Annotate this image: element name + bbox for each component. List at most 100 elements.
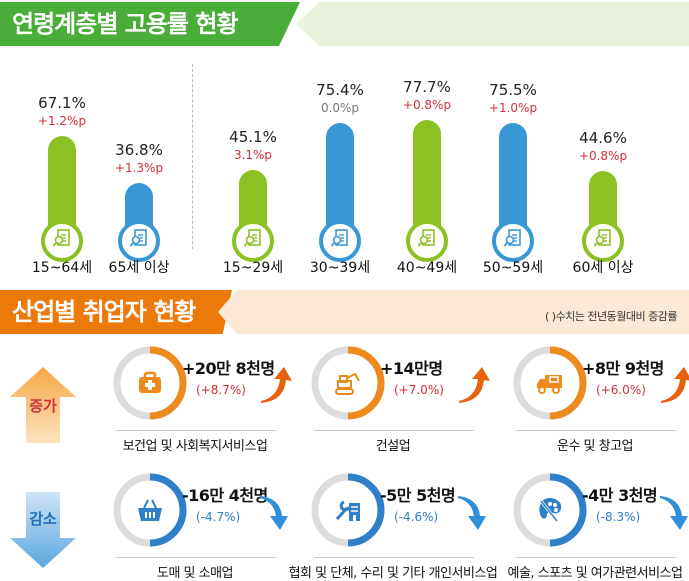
industry-value: +8만 9천명 [582,359,664,378]
category-label: 60세 이상 [572,260,634,276]
bar-circle [118,220,160,262]
document-search-icon [51,228,73,254]
document-search-icon [416,228,438,254]
industry-value: +20만 8천명 [182,359,275,378]
banner-tail [296,2,689,46]
excavator-icon [335,372,360,395]
divider-line [516,430,676,431]
category-label: 15~29세 [222,260,284,276]
bar-value-label: 67.1% [38,93,86,112]
document-search-icon [502,228,524,254]
bar-group: 44.6% +0.8%p 60세 이상 [558,50,648,285]
ring-gauge [311,473,385,547]
bar-value-label: 77.7% [403,77,451,96]
trend-down-arrow-icon [458,496,486,530]
increase-arrow: 증가 [8,365,78,445]
trend-down-arrow-icon [660,496,688,530]
category-label: 65세 이상 [108,260,170,276]
industry-item: +20만 8천명 (+8.7%) 보건업 및 사회복지서비스업 [110,343,300,454]
bar-group: 75.5% +1.0%p 50~59세 [468,50,558,285]
industry-percent: (-4.7%) [196,510,241,524]
medical-kit-icon [139,371,161,393]
ring-gauge [513,346,587,420]
industry-item: +8만 9천명 (+6.0%) 운수 및 창고업 [510,343,689,454]
bar-change-label: 0.0%p [320,101,360,116]
group-divider [192,64,193,249]
section-banner-industry: 산업별 취업자 현황 ( )수치는 전년동월대비 증감률 [0,290,689,334]
trend-up-arrow-icon [459,367,490,403]
industry-value: -4만 3천명 [582,486,658,505]
divider-line [116,557,276,558]
industry-percent: (+8.7%) [196,383,246,397]
truck-icon [537,375,562,394]
document-search-icon [329,228,351,254]
bar-value-label: 36.8% [115,140,163,159]
industry-item: -5만 5천명 (-4.6%) 협회 및 단체, 수리 및 기타 개인서비스업 [289,470,498,581]
bar-circle [492,220,534,262]
bar-change-label: +1.0%p [488,100,538,115]
decrease-arrow: 감소 [8,490,78,570]
palette-icon [539,498,562,522]
bar-group: 75.4% 0.0%p 30~39세 [295,50,385,285]
industry-name: 건설업 [375,439,411,454]
bar-group: 67.1% +1.2%p 15~64세 [17,50,107,285]
industry-name: 보건업 및 사회복지서비스업 [122,439,268,454]
industry-percent: (-8.3%) [596,510,641,524]
industry-value: -5만 5천명 [380,486,456,505]
industry-name: 운수 및 창고업 [556,439,634,454]
document-search-icon [242,228,264,254]
big-up-arrow-icon [10,367,76,443]
bar-circle [232,220,274,262]
industry-name: 협회 및 단체, 수리 및 기타 개인서비스업 [288,566,498,581]
bar-circle [582,220,624,262]
industry-name: 도매 및 소매업 [156,566,234,581]
increase-label: 증가 [29,397,57,415]
ring-gauge [513,473,587,547]
section-title-age: 연령계층별 고용률 현황 [0,2,300,46]
bar-value-label: 44.6% [579,128,627,147]
category-label: 50~59세 [482,260,544,276]
bar-change-label: +1.3%p [114,160,164,175]
divider-line [314,430,474,431]
bar-change-label: 3.1%p [233,148,273,163]
employment-rate-chart: 67.1% +1.2%p 15~64세 36.8% +1.3%p 65세 이상 45.1% 3… [0,50,689,285]
industry-percent: (+6.0%) [596,383,646,397]
bar-circle [41,220,83,262]
divider-line [314,557,474,558]
banner-tail: ( )수치는 전년동월대비 증감률 [218,290,689,334]
wrench-building-icon [335,500,360,521]
ring-gauge [311,346,385,420]
divider-line [116,430,276,431]
section-banner-age: 연령계층별 고용률 현황 [0,2,689,46]
industry-item: +14만명 (+7.0%) 건설업 [308,343,498,454]
category-label: 15~64세 [31,260,93,276]
industry-percent: (-4.6%) [394,510,439,524]
industry-item: -4만 3천명 (-8.3%) 예술, 스포츠 및 여가관련서비스업 [508,470,689,581]
decrease-label: 감소 [29,510,57,528]
category-label: 30~39세 [309,260,371,276]
section-title-industry: 산업별 취업자 현황 [0,290,232,334]
industry-name: 예술, 스포츠 및 여가관련서비스업 [507,566,683,581]
category-label: 40~49세 [396,260,458,276]
bar-value-label: 75.5% [489,80,537,99]
big-down-arrow-icon [10,492,76,568]
trend-up-arrow-icon [661,367,689,403]
bar-change-label: +1.2%p [37,113,87,128]
basket-icon [138,499,162,521]
document-search-icon [128,228,150,254]
bar-value-label: 75.4% [316,81,364,100]
bar-change-label: +0.8%p [578,148,628,163]
trend-up-arrow-icon [261,367,292,403]
document-search-icon [592,228,614,254]
industry-value: -16만 4천명 [182,486,268,505]
industry-value: +14만명 [380,359,443,378]
footnote: ( )수치는 전년동월대비 증감률 [544,310,678,323]
bar-circle [319,220,361,262]
bar-change-label: +0.8%p [402,97,452,112]
bar-value-label: 45.1% [229,128,277,147]
bar [413,119,441,240]
industry-item: -16만 4천명 (-4.7%) 도매 및 소매업 [110,470,300,581]
bar-group: 77.7% +0.8%p 40~49세 [382,50,472,285]
bar-group: 36.8% +1.3%p 65세 이상 [94,50,184,285]
divider-line [516,557,676,558]
